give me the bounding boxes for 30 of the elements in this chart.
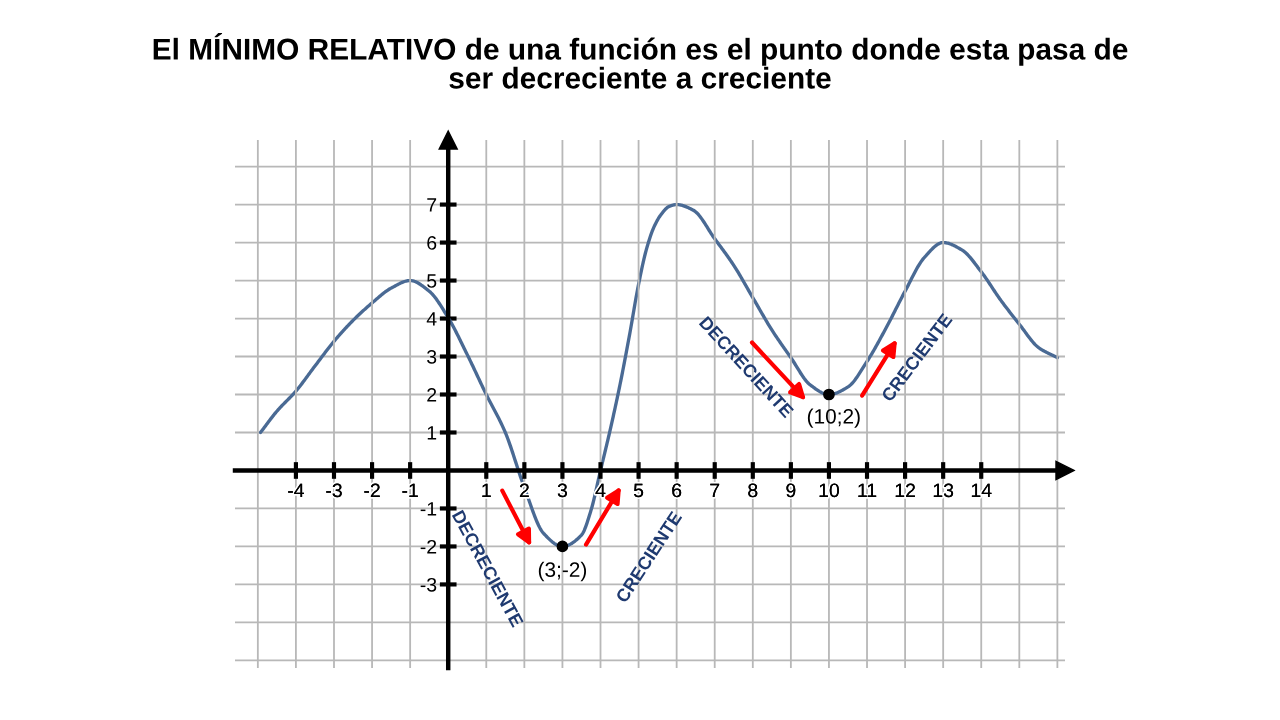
y-tick-label: 4 [426,312,437,326]
x-tick-label: 1 [482,483,491,498]
y-tick-label: 1 [427,426,437,440]
x-tick-label: 13 [933,483,954,498]
y-tick-label: 3 [427,349,437,364]
chart-title: El MÍNIMO RELATIVO de una función es el punto donde esta pasa de ser decreciente a creciente [153,33,1128,89]
x-tick-label: -4 [288,483,304,498]
x-tick-label: 5 [633,483,644,498]
annotation: (3;-2) [538,561,587,582]
y-tick-label: 6 [427,236,437,250]
x-tick-label: 2 [519,483,529,498]
x-tick-label: 12 [895,483,915,498]
y-tick-label: -3 [420,577,437,592]
x-tick-label: 9 [786,483,796,498]
x-tick-label: 11 [858,483,877,498]
annotation: (10;2) [807,408,860,428]
x-tick-label: 3 [557,483,567,498]
x-tick-label: 6 [672,483,682,498]
x-tick-label: 7 [710,483,720,498]
x-tick-label: -3 [326,483,342,498]
x-tick-label: -1 [402,483,418,498]
x-tick-label: 14 [971,483,992,498]
x-tick-label: 10 [819,483,839,498]
y-tick-label: -1 [420,502,437,516]
y-tick-label: 2 [427,387,437,402]
y-tick-label: 5 [427,274,437,288]
y-tick-label: -2 [420,539,437,554]
x-tick-label: 8 [748,483,758,498]
y-tick-label: 7 [427,198,437,212]
x-tick-label: -2 [364,483,380,498]
